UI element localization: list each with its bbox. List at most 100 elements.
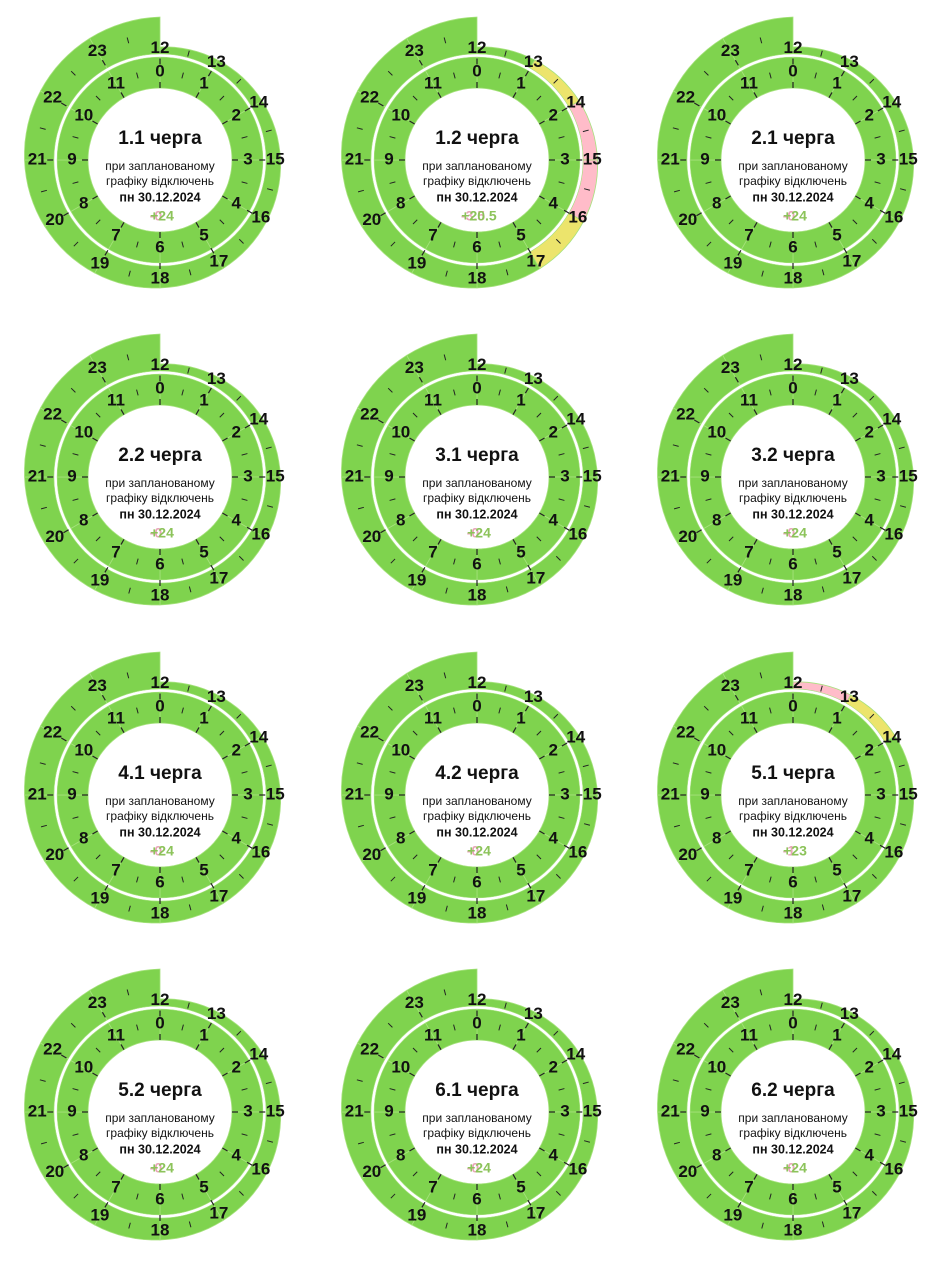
hour-label: 17	[526, 1203, 545, 1222]
half-hour-tick	[356, 444, 363, 447]
half-hour-tick	[187, 50, 190, 57]
half-hour-tick	[39, 762, 46, 765]
half-hour-tick	[236, 78, 242, 84]
queue-title: 2.2 черга	[118, 445, 202, 466]
center-disc	[722, 1041, 864, 1183]
hour-marker	[696, 212, 702, 217]
half-hour-tick	[39, 127, 46, 130]
center-disc	[89, 1041, 231, 1183]
hour-label: 11	[740, 73, 758, 92]
hour-marker	[725, 755, 731, 760]
half-hour-tick	[504, 1002, 507, 1009]
center-disc	[722, 89, 864, 231]
hour-label: 3	[876, 1101, 885, 1120]
hour-label: 21	[345, 149, 364, 168]
hour-segment	[89, 333, 161, 386]
half-hour-tick	[820, 367, 823, 374]
queue-clock: 012345678910111213141516171819202122233.…	[657, 333, 918, 606]
hour-label: 8	[396, 510, 405, 529]
hour-label: 8	[712, 510, 721, 529]
hour-marker	[561, 742, 568, 747]
hour-label: 23	[88, 41, 107, 60]
hour-marker	[101, 376, 106, 383]
hour-marker	[195, 1174, 200, 1180]
queue-title: 1.2 черга	[435, 128, 519, 149]
hour-label: 14	[566, 92, 585, 111]
half-hour-tick	[70, 705, 76, 711]
half-hour-tick	[555, 1190, 561, 1196]
hour-marker	[207, 705, 212, 712]
hour-marker	[828, 857, 833, 863]
hour-marker	[561, 107, 568, 112]
half-hour-tick	[759, 37, 763, 44]
half-hour-tick	[558, 453, 565, 456]
half-hour-tick	[265, 446, 272, 450]
half-hour-tick	[238, 238, 244, 244]
subtitle: графіку відключень	[106, 809, 214, 823]
hour-label: 23	[405, 41, 424, 60]
queue-clock: 012345678910111213141516171819202122236.…	[657, 968, 918, 1241]
half-hour-tick	[728, 730, 734, 736]
half-hour-tick	[72, 498, 79, 501]
half-hour-tick	[128, 587, 131, 594]
hour-marker	[210, 564, 215, 571]
hour-marker	[437, 727, 442, 733]
hour-marker	[418, 376, 423, 383]
off-hours: -0	[150, 843, 163, 859]
half-hour-tick	[498, 1193, 501, 1200]
half-hour-tick	[219, 219, 225, 225]
hour-label: 21	[28, 466, 47, 485]
on-hours: +24	[783, 525, 807, 541]
hour-label: 3	[560, 784, 569, 803]
half-hour-tick	[706, 241, 712, 247]
hour-label: 10	[391, 105, 410, 124]
queue-title: 4.2 черга	[435, 763, 519, 784]
half-hour-tick	[238, 873, 244, 879]
half-hour-tick	[874, 181, 881, 184]
hour-label: 1	[199, 1025, 208, 1044]
half-hour-tick	[558, 498, 565, 501]
hour-label: 16	[884, 525, 903, 544]
hour-label: 16	[884, 843, 903, 862]
hour-marker	[753, 92, 758, 98]
hour-label: 14	[249, 727, 268, 746]
hour-marker	[222, 437, 228, 442]
hour-marker	[421, 249, 426, 256]
half-hour-tick	[266, 1140, 274, 1143]
hour-marker	[63, 1164, 69, 1169]
half-hour-tick	[582, 1081, 589, 1085]
date: пн 30.12.2024	[436, 507, 517, 521]
half-hour-tick	[356, 762, 363, 765]
half-hour-tick	[443, 672, 447, 679]
hour-label: 12	[151, 38, 170, 57]
hour-marker	[244, 107, 251, 112]
queue-title: 5.2 черга	[118, 1080, 202, 1101]
hour-label: 22	[43, 87, 62, 106]
on-hours: +24	[783, 1160, 807, 1176]
half-hour-tick	[703, 70, 709, 76]
hour-marker	[843, 564, 848, 571]
hour-label: 11	[107, 73, 125, 92]
hour-segment	[406, 333, 478, 386]
hour-label: 19	[90, 571, 109, 590]
half-hour-tick	[219, 536, 225, 542]
half-hour-tick	[821, 904, 825, 911]
hour-marker	[828, 92, 833, 98]
half-hour-tick	[705, 771, 712, 774]
half-hour-tick	[453, 876, 456, 883]
hour-label: 20	[362, 1162, 381, 1181]
hour-marker	[92, 1072, 98, 1077]
hour-label: 18	[468, 903, 487, 922]
hour-marker	[539, 830, 545, 835]
half-hour-tick	[72, 816, 79, 819]
hour-marker	[409, 830, 415, 835]
hour-label: 21	[661, 149, 680, 168]
queue-clock: 012345678910111213141516171819202122232.…	[24, 333, 285, 606]
half-hour-tick	[266, 823, 274, 826]
half-hour-tick	[443, 354, 447, 361]
half-hour-tick	[728, 1047, 734, 1053]
hour-marker	[120, 222, 125, 228]
hour-marker	[512, 727, 517, 733]
off-hours: -0	[467, 843, 480, 859]
queue-clock: 012345678910111213141516171819202122234.…	[341, 651, 602, 924]
